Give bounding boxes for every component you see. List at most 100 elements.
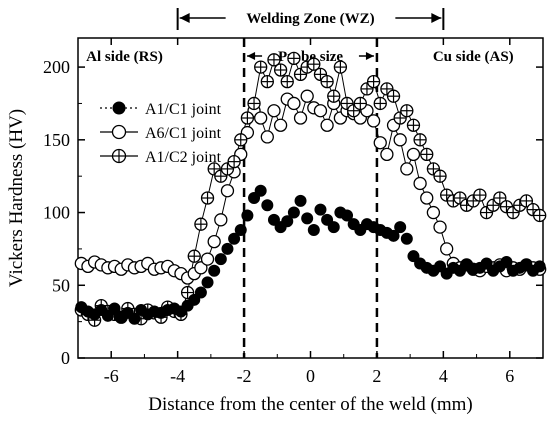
data-point-open [366, 114, 381, 128]
series-markers [75, 184, 546, 325]
x-tick-label: -2 [237, 366, 252, 386]
probe-size-bracket [247, 52, 374, 60]
data-point-crossed [254, 60, 268, 74]
data-point-crossed [493, 191, 507, 205]
data-point-filled [400, 232, 413, 245]
data-point-crossed [413, 133, 427, 147]
data-point-open [214, 213, 228, 227]
data-point-crossed [473, 188, 487, 202]
data-point-open [300, 89, 314, 103]
y-axis-title: Vickers Hardness (HV) [6, 109, 27, 287]
x-axis: -6 -4 -2 0 2 4 6 [77, 38, 544, 386]
cu-side-label: Cu side (AS) [433, 49, 514, 65]
data-point-filled [314, 203, 327, 216]
data-point-crossed [307, 57, 321, 71]
welding-zone-bracket [176, 8, 445, 30]
data-point-crossed [353, 96, 367, 111]
y-tick-label: 100 [43, 203, 70, 223]
y-tick-label: 50 [52, 275, 70, 295]
data-point-filled [327, 221, 340, 234]
data-point-crossed [260, 74, 274, 89]
data-point-open [200, 252, 215, 266]
data-point-filled [208, 264, 221, 277]
data-point-crossed [400, 104, 414, 118]
data-point-crossed [340, 96, 354, 111]
data-point-filled [394, 221, 407, 234]
wz-right-arrowhead [431, 13, 442, 23]
data-point-filled [108, 302, 121, 315]
data-point-crossed [420, 147, 434, 162]
data-point-filled [234, 224, 247, 236]
data-point-open [413, 176, 427, 191]
data-point-crossed [287, 51, 301, 66]
welding-zone-label: Welding Zone (WZ) [246, 11, 374, 27]
data-point-crossed [373, 96, 387, 111]
data-point-open [440, 242, 454, 256]
data-point-open [194, 261, 208, 275]
data-point-open [400, 162, 414, 176]
data-point-open [380, 147, 394, 162]
y-axis: 0 50 100 150 200 [43, 57, 543, 368]
y-tick-label: 150 [43, 130, 70, 150]
data-point-crossed [333, 60, 348, 74]
data-point-filled [201, 276, 214, 289]
data-point-filled [294, 194, 307, 207]
legend: A1/C1 joint A6/C1 joint A1/C2 joint [100, 101, 222, 166]
legend-label: A1/C1 joint [145, 101, 222, 118]
data-point-open [433, 220, 447, 234]
data-point-crossed [247, 96, 261, 111]
data-series [74, 51, 547, 327]
data-point-crossed [533, 208, 547, 223]
data-point-filled [387, 229, 400, 242]
data-point-open [313, 104, 328, 118]
data-point-filled [281, 215, 294, 228]
data-point-open [373, 136, 387, 150]
data-point-open [267, 104, 281, 118]
data-point-filled [533, 260, 546, 273]
data-point-filled [301, 212, 314, 225]
data-point-filled [261, 199, 274, 212]
legend-label: A1/C2 joint [145, 149, 222, 166]
data-point-crossed [406, 118, 421, 132]
data-point-open [393, 133, 407, 147]
x-tick-label: 4 [439, 366, 448, 386]
data-point-filled [254, 184, 267, 197]
x-tick-label: 6 [505, 366, 514, 386]
data-point-filled [194, 286, 207, 299]
al-side-label: Al side (RS) [86, 49, 163, 65]
data-point-crossed [273, 63, 288, 77]
data-point-open [207, 234, 221, 249]
data-point-crossed [327, 89, 341, 103]
data-point-open [293, 111, 308, 125]
probe-left-arrowhead [247, 52, 256, 60]
legend-label: A6/C1 joint [145, 125, 222, 142]
data-point-open [406, 147, 421, 162]
series-line [81, 94, 540, 279]
data-point-filled [287, 206, 300, 219]
data-point-crossed [519, 194, 534, 208]
series-markers [74, 89, 547, 285]
data-point-crossed [280, 74, 294, 89]
data-point-filled [112, 101, 126, 115]
data-point-crossed [240, 111, 255, 125]
x-tick-label: -4 [170, 366, 185, 386]
data-point-crossed [187, 249, 201, 263]
data-point-filled [128, 312, 141, 325]
data-point-open [254, 111, 268, 125]
x-tick-label: 2 [372, 366, 381, 386]
data-point-filled [221, 242, 234, 255]
data-point-crossed [234, 133, 248, 147]
data-point-filled [241, 209, 254, 222]
data-point-filled [307, 224, 320, 236]
data-point-open [420, 191, 434, 205]
data-point-filled [214, 253, 227, 266]
data-point-filled [228, 232, 241, 245]
probe-right-arrowhead [365, 52, 374, 60]
data-point-open [287, 96, 301, 111]
data-point-open [111, 124, 127, 140]
data-point-crossed [320, 74, 334, 89]
data-point-crossed [227, 154, 241, 169]
data-point-open [320, 118, 334, 132]
data-point-crossed [386, 89, 401, 103]
